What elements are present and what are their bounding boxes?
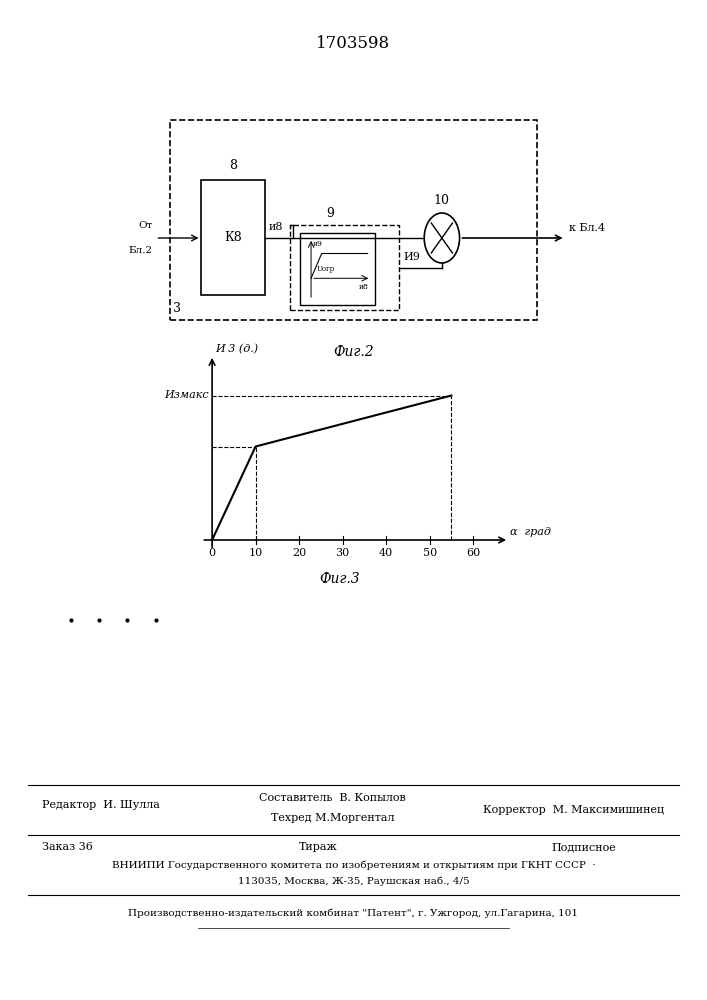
Text: 1703598: 1703598 [317,35,390,52]
Bar [170,120,537,320]
Bar [290,225,399,310]
Bar [201,180,265,295]
Text: Корректор  М. Максимишинец: Корректор М. Максимишинец [484,805,665,815]
Text: 3: 3 [173,302,181,315]
Text: К8: К8 [224,231,243,244]
Text: Тираж: Тираж [299,842,337,852]
Text: к Бл.4: к Бл.4 [569,223,605,233]
Text: Фиг.3: Фиг.3 [319,572,360,586]
Text: 10: 10 [434,194,450,207]
Text: Измакс: Измакс [164,390,209,400]
Text: 60: 60 [466,548,480,558]
Text: Составитель  В. Копылов: Составитель В. Копылов [259,793,406,803]
Text: Подписное: Подписное [551,842,617,852]
Text: 9: 9 [327,207,334,220]
Text: Производственно-издательский комбинат "Патент", г. Ужгород, ул.Гагарина, 101: Производственно-издательский комбинат "П… [129,908,578,918]
Circle shape [424,213,460,263]
Text: Техред М.Моргентал: Техред М.Моргентал [271,813,394,823]
Text: и8: и8 [359,283,369,291]
Text: Uогр: Uогр [317,265,335,273]
Text: Заказ 36: Заказ 36 [42,842,93,852]
Text: 20: 20 [292,548,306,558]
Text: 113035, Москва, Ж-35, Раушская наб., 4/5: 113035, Москва, Ж-35, Раушская наб., 4/5 [238,876,469,886]
Text: 50: 50 [423,548,437,558]
Text: И9: И9 [403,252,420,262]
Text: 8: 8 [229,159,238,172]
Text: Бл.2: Бл.2 [129,246,153,255]
Text: α  град: α град [510,527,551,537]
Bar [300,233,375,305]
Text: 0: 0 [209,548,216,558]
Text: Редактор  И. Шулла: Редактор И. Шулла [42,800,160,810]
Text: От: От [139,221,153,230]
Text: и9: и9 [312,240,322,248]
Text: И 3 (д.): И 3 (д.) [216,344,259,354]
Text: Фиг.2: Фиг.2 [333,345,374,359]
Text: 10: 10 [248,548,263,558]
Text: 30: 30 [336,548,350,558]
Text: ВНИИПИ Государственного комитета по изобретениям и открытиям при ГКНТ СССР  ·: ВНИИПИ Государственного комитета по изоб… [112,860,595,870]
Text: 40: 40 [379,548,393,558]
Text: и8: и8 [269,222,284,232]
